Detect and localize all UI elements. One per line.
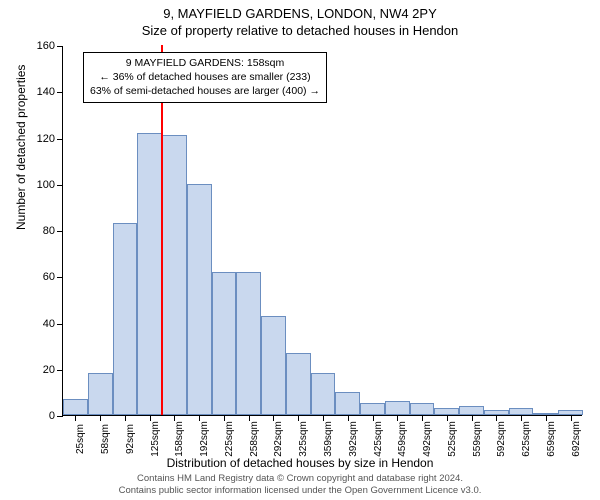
- x-tick-label: 92sqm: [125, 424, 136, 454]
- footer-line-2: Contains public sector information licen…: [0, 485, 600, 497]
- y-tick: [57, 46, 63, 47]
- x-tick-label: 525sqm: [447, 421, 458, 457]
- x-tick-label: 625sqm: [521, 421, 532, 457]
- histogram-bar: [137, 133, 162, 415]
- y-tick-label: 140: [37, 86, 55, 98]
- x-tick-label: 592sqm: [496, 421, 507, 457]
- histogram-chart: 02040608010012014016025sqm58sqm92sqm125s…: [62, 46, 582, 416]
- y-tick: [57, 370, 63, 371]
- x-tick: [373, 415, 374, 421]
- y-tick: [57, 92, 63, 93]
- y-tick-label: 40: [43, 318, 55, 330]
- address-title: 9, MAYFIELD GARDENS, LONDON, NW4 2PY: [0, 0, 600, 21]
- x-tick-label: 292sqm: [273, 421, 284, 457]
- x-tick-label: 425sqm: [373, 421, 384, 457]
- histogram-bar: [385, 401, 410, 415]
- histogram-bar: [88, 373, 113, 415]
- histogram-bar: [236, 272, 261, 415]
- x-tick-label: 559sqm: [472, 421, 483, 457]
- x-tick: [273, 415, 274, 421]
- histogram-bar: [212, 272, 237, 415]
- histogram-bar: [187, 184, 212, 415]
- x-tick: [496, 415, 497, 421]
- x-tick: [546, 415, 547, 421]
- x-tick-label: 492sqm: [422, 421, 433, 457]
- x-tick-label: 359sqm: [323, 421, 334, 457]
- x-tick-label: 659sqm: [546, 421, 557, 457]
- x-tick: [298, 415, 299, 421]
- x-tick: [521, 415, 522, 421]
- x-tick-label: 692sqm: [571, 421, 582, 457]
- x-tick: [75, 415, 76, 421]
- y-tick: [57, 231, 63, 232]
- histogram-bar: [434, 408, 459, 415]
- histogram-bar: [113, 223, 138, 415]
- y-tick-label: 160: [37, 40, 55, 52]
- annotation-line-2: ← 36% of detached houses are smaller (23…: [90, 70, 320, 84]
- x-tick-label: 158sqm: [174, 421, 185, 457]
- x-tick: [472, 415, 473, 421]
- x-tick-label: 58sqm: [100, 424, 111, 454]
- x-tick-label: 125sqm: [150, 421, 161, 457]
- annotation-line-1: 9 MAYFIELD GARDENS: 158sqm: [90, 56, 320, 70]
- y-tick: [57, 139, 63, 140]
- x-tick: [447, 415, 448, 421]
- subtitle: Size of property relative to detached ho…: [0, 21, 600, 38]
- y-tick-label: 120: [37, 133, 55, 145]
- y-tick: [57, 324, 63, 325]
- y-tick-label: 0: [49, 410, 55, 422]
- x-tick: [199, 415, 200, 421]
- x-tick-label: 459sqm: [397, 421, 408, 457]
- x-axis-title: Distribution of detached houses by size …: [0, 456, 600, 470]
- y-tick-label: 60: [43, 271, 55, 283]
- annotation-box: 9 MAYFIELD GARDENS: 158sqm ← 36% of deta…: [83, 52, 327, 103]
- x-tick: [571, 415, 572, 421]
- histogram-bar: [63, 399, 88, 415]
- x-tick-label: 225sqm: [224, 421, 235, 457]
- histogram-bar: [311, 373, 336, 415]
- y-tick: [57, 185, 63, 186]
- y-tick-label: 80: [43, 225, 55, 237]
- x-tick-label: 258sqm: [249, 421, 260, 457]
- x-tick-label: 25sqm: [75, 424, 86, 454]
- histogram-bar: [162, 135, 187, 415]
- histogram-bar: [335, 392, 360, 415]
- x-tick: [422, 415, 423, 421]
- histogram-bar: [286, 353, 311, 415]
- histogram-bar: [410, 403, 435, 415]
- x-tick-label: 392sqm: [348, 421, 359, 457]
- x-tick-label: 325sqm: [298, 421, 309, 457]
- histogram-bar: [261, 316, 286, 415]
- x-tick: [323, 415, 324, 421]
- x-tick: [174, 415, 175, 421]
- annotation-line-3: 63% of semi-detached houses are larger (…: [90, 84, 320, 98]
- y-tick: [57, 277, 63, 278]
- x-tick: [224, 415, 225, 421]
- histogram-bar: [509, 408, 534, 415]
- x-tick: [100, 415, 101, 421]
- histogram-bar: [459, 406, 484, 415]
- y-tick-label: 20: [43, 364, 55, 376]
- footer-line-1: Contains HM Land Registry data © Crown c…: [0, 473, 600, 485]
- footer-attribution: Contains HM Land Registry data © Crown c…: [0, 473, 600, 497]
- x-tick: [397, 415, 398, 421]
- y-axis-title: Number of detached properties: [14, 65, 28, 230]
- y-tick: [57, 416, 63, 417]
- histogram-bar: [360, 403, 385, 415]
- x-tick-label: 192sqm: [199, 421, 210, 457]
- x-tick: [249, 415, 250, 421]
- x-tick: [348, 415, 349, 421]
- y-tick-label: 100: [37, 179, 55, 191]
- x-tick: [125, 415, 126, 421]
- x-tick: [150, 415, 151, 421]
